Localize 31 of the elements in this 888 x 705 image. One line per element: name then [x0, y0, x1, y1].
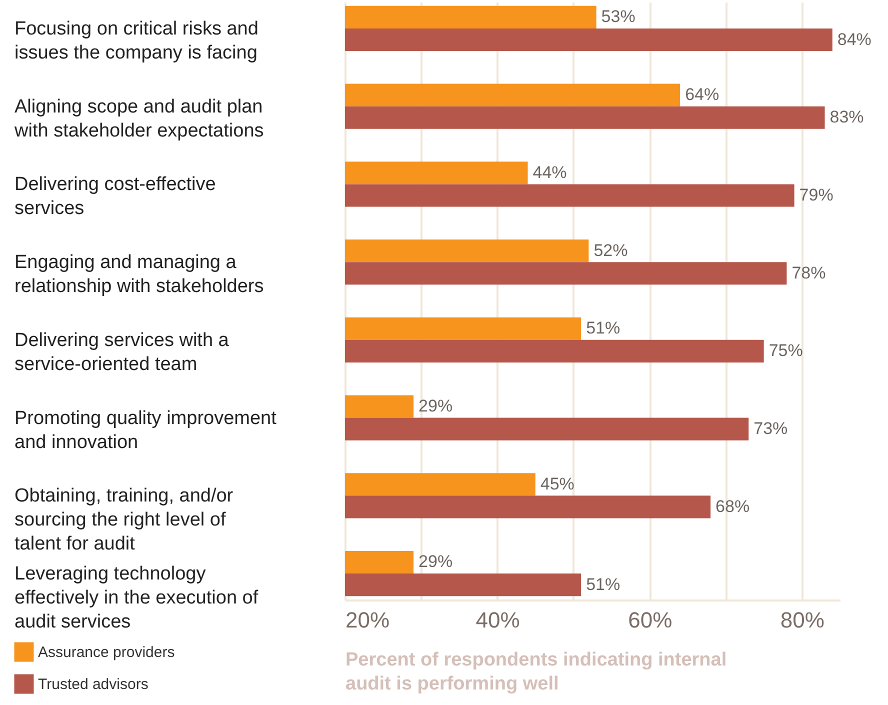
- data-label: 83%: [830, 108, 864, 127]
- data-label: 73%: [754, 419, 788, 438]
- x-tick-label: 60%: [628, 608, 672, 632]
- y-tick-label: Delivering services with a service-oriented team: [14, 330, 230, 375]
- data-label: 68%: [716, 496, 750, 516]
- y-tick-label: Aligning scope and audit plan with stakeholder expectations: [14, 96, 264, 142]
- data-label: 29%: [418, 396, 453, 416]
- data-label: 51%: [586, 318, 620, 338]
- y-tick-label: Delivering cost-effective services: [14, 174, 216, 220]
- data-label: 52%: [594, 240, 628, 260]
- y-tick-label: Promoting quality improvement and innovation: [14, 408, 278, 453]
- y-tick-label: Leveraging technology effectively in the execution of audit services: [14, 564, 259, 633]
- data-label: 29%: [418, 552, 453, 572]
- x-tick-label: 20%: [346, 608, 390, 632]
- data-label: 44%: [532, 162, 567, 182]
- data-label: 45%: [540, 474, 574, 494]
- x-tick-label: 40%: [476, 608, 520, 632]
- legend-label: Trusted advisors: [38, 676, 148, 693]
- data-label: 51%: [586, 574, 620, 594]
- data-label: 64%: [685, 85, 720, 104]
- y-tick-label: Obtaining, training, and/or sourcing the right level of talent for audit: [14, 486, 234, 555]
- data-label: 53%: [601, 7, 636, 26]
- data-label: 78%: [792, 263, 826, 282]
- data-label: 75%: [768, 341, 803, 360]
- x-tick-label: 80%: [780, 608, 824, 632]
- legend-label: Assurance providers: [38, 644, 175, 661]
- y-tick-label: Focusing on critical risks and issues the company is facing: [14, 18, 258, 64]
- data-label: 79%: [799, 185, 834, 204]
- x-axis-title: Percent of respondents indicating internal audit is performing well: [346, 650, 727, 694]
- y-tick-label: Engaging and managing a relationship with stakeholders: [14, 252, 264, 298]
- data-label: 84%: [837, 30, 872, 49]
